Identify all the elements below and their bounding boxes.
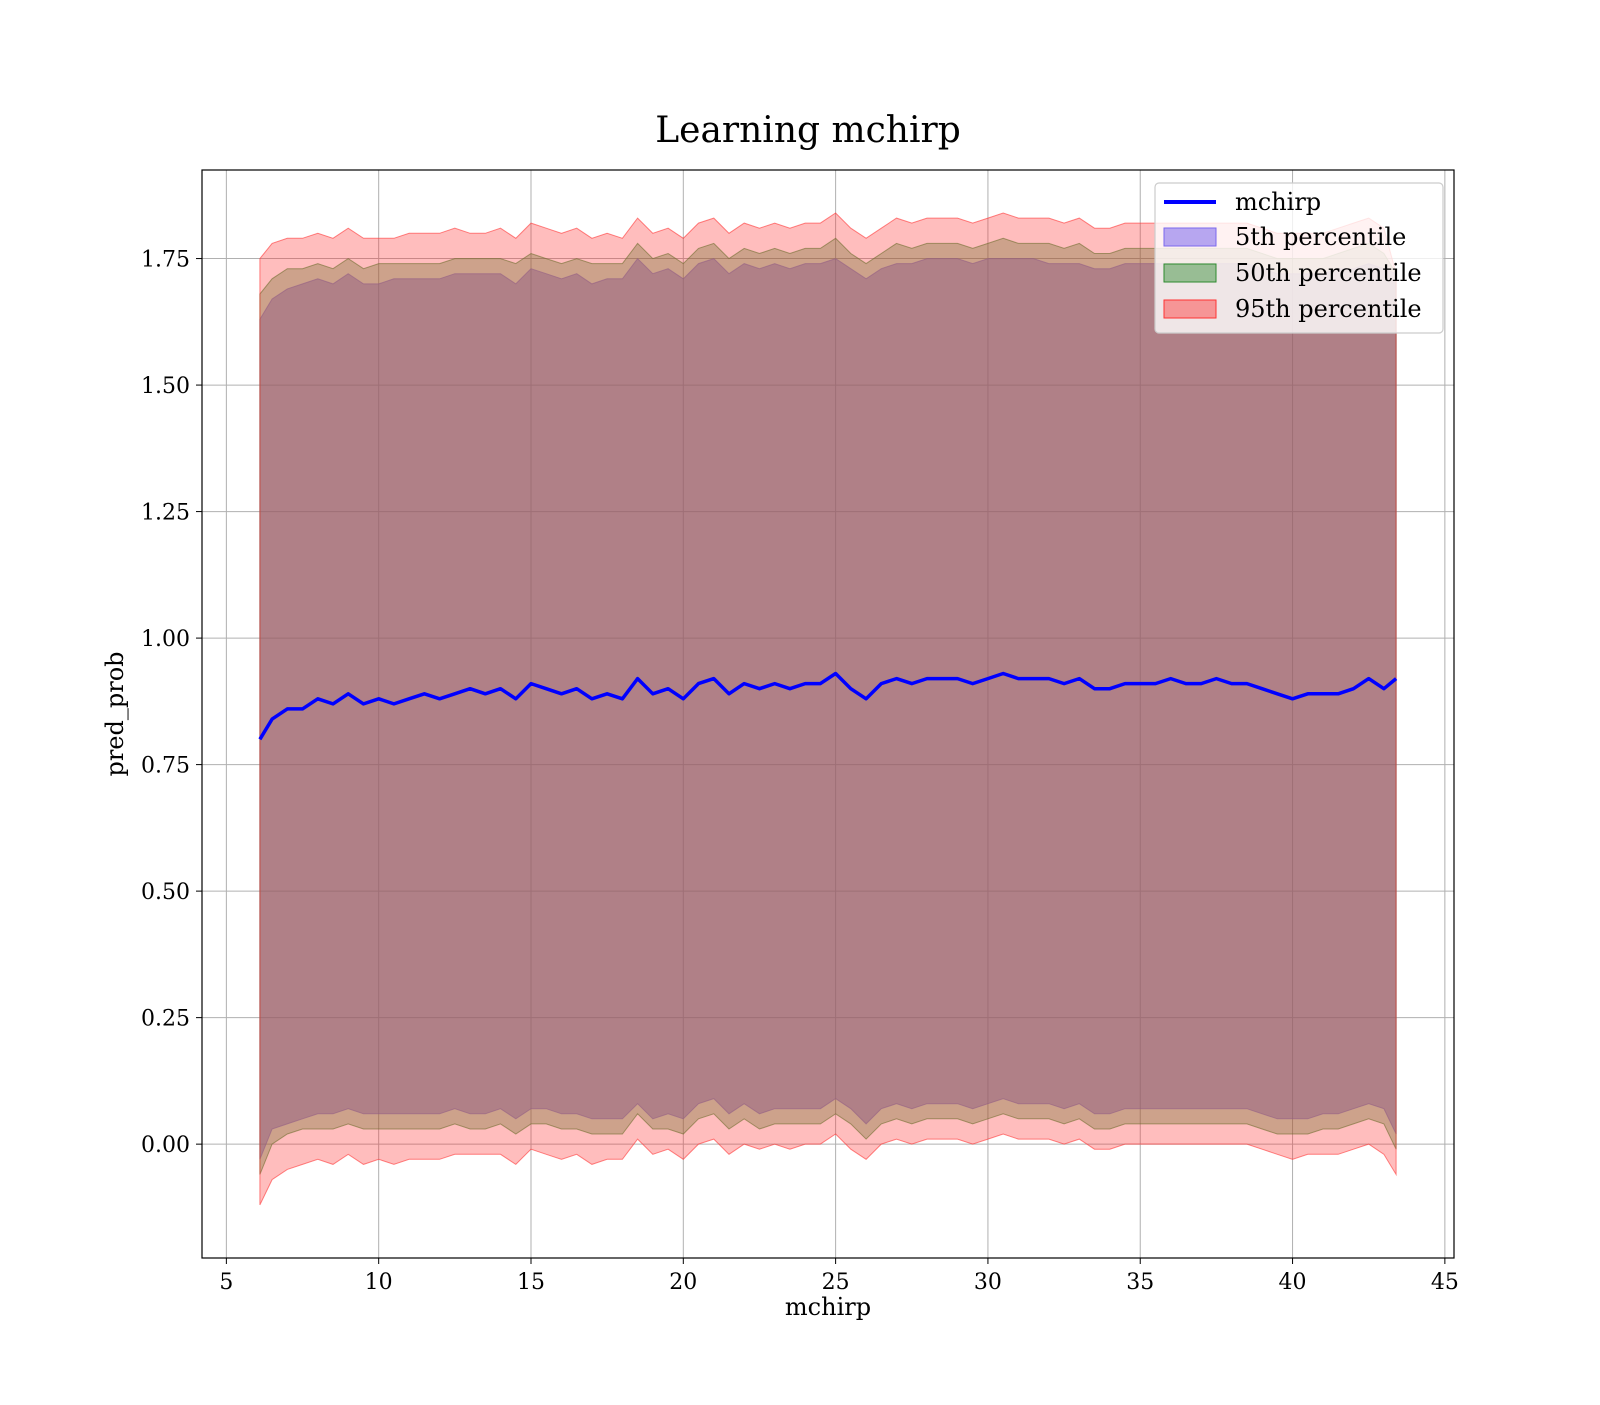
legend-95th-swatch [1163, 299, 1217, 319]
x-tick-label: 15 [517, 1270, 545, 1295]
y-tick-label: 0.75 [141, 754, 190, 779]
x-tick-label: 40 [1279, 1270, 1307, 1295]
x-tick-label: 35 [1126, 1270, 1154, 1295]
y-tick-label: 1.75 [141, 248, 190, 273]
legend-5th-label: 5th percentile [1235, 223, 1406, 251]
x-tick-label: 10 [365, 1270, 393, 1295]
x-tick-label: 30 [974, 1270, 1002, 1295]
x-tick-label: 45 [1431, 1270, 1459, 1295]
axis-ticks: 5 10 15 20 25 30 35 40 45 0.00 0.25 0.50 0.75 1.00 1.2… [141, 248, 1459, 1295]
y-tick-label: 1.50 [141, 374, 190, 399]
x-axis-title: mchirp [785, 1293, 871, 1321]
chart-title: Learning mchirp [655, 110, 961, 151]
legend-95th-label: 95th percentile [1235, 295, 1422, 323]
legend-box [1154, 182, 1444, 334]
x-tick-label: 25 [822, 1270, 850, 1295]
legend-mchirp-label: mchirp [1235, 188, 1321, 216]
legend-5th-swatch [1163, 227, 1217, 247]
legend-50th-swatch [1163, 263, 1217, 283]
x-tick-label: 5 [219, 1270, 233, 1295]
legend-50th-label: 50th percentile [1235, 259, 1422, 287]
y-tick-label: 0.25 [141, 1007, 190, 1032]
y-tick-label: 0.00 [141, 1133, 190, 1158]
line-series [258, 671, 1398, 741]
band-95th [259, 212, 1397, 1206]
y-axis-title: pred_prob [101, 651, 129, 776]
y-tick-label: 0.50 [141, 880, 190, 905]
legend: mchirp 5th percentile 50th percentile 95… [1154, 182, 1444, 334]
mchirp-line [258, 671, 1398, 741]
plot-frame [201, 169, 1455, 1259]
percentile-bands [259, 212, 1397, 1206]
y-tick-label: 1.00 [141, 627, 190, 652]
x-tick-label: 20 [669, 1270, 697, 1295]
y-tick-label: 1.25 [141, 501, 190, 526]
